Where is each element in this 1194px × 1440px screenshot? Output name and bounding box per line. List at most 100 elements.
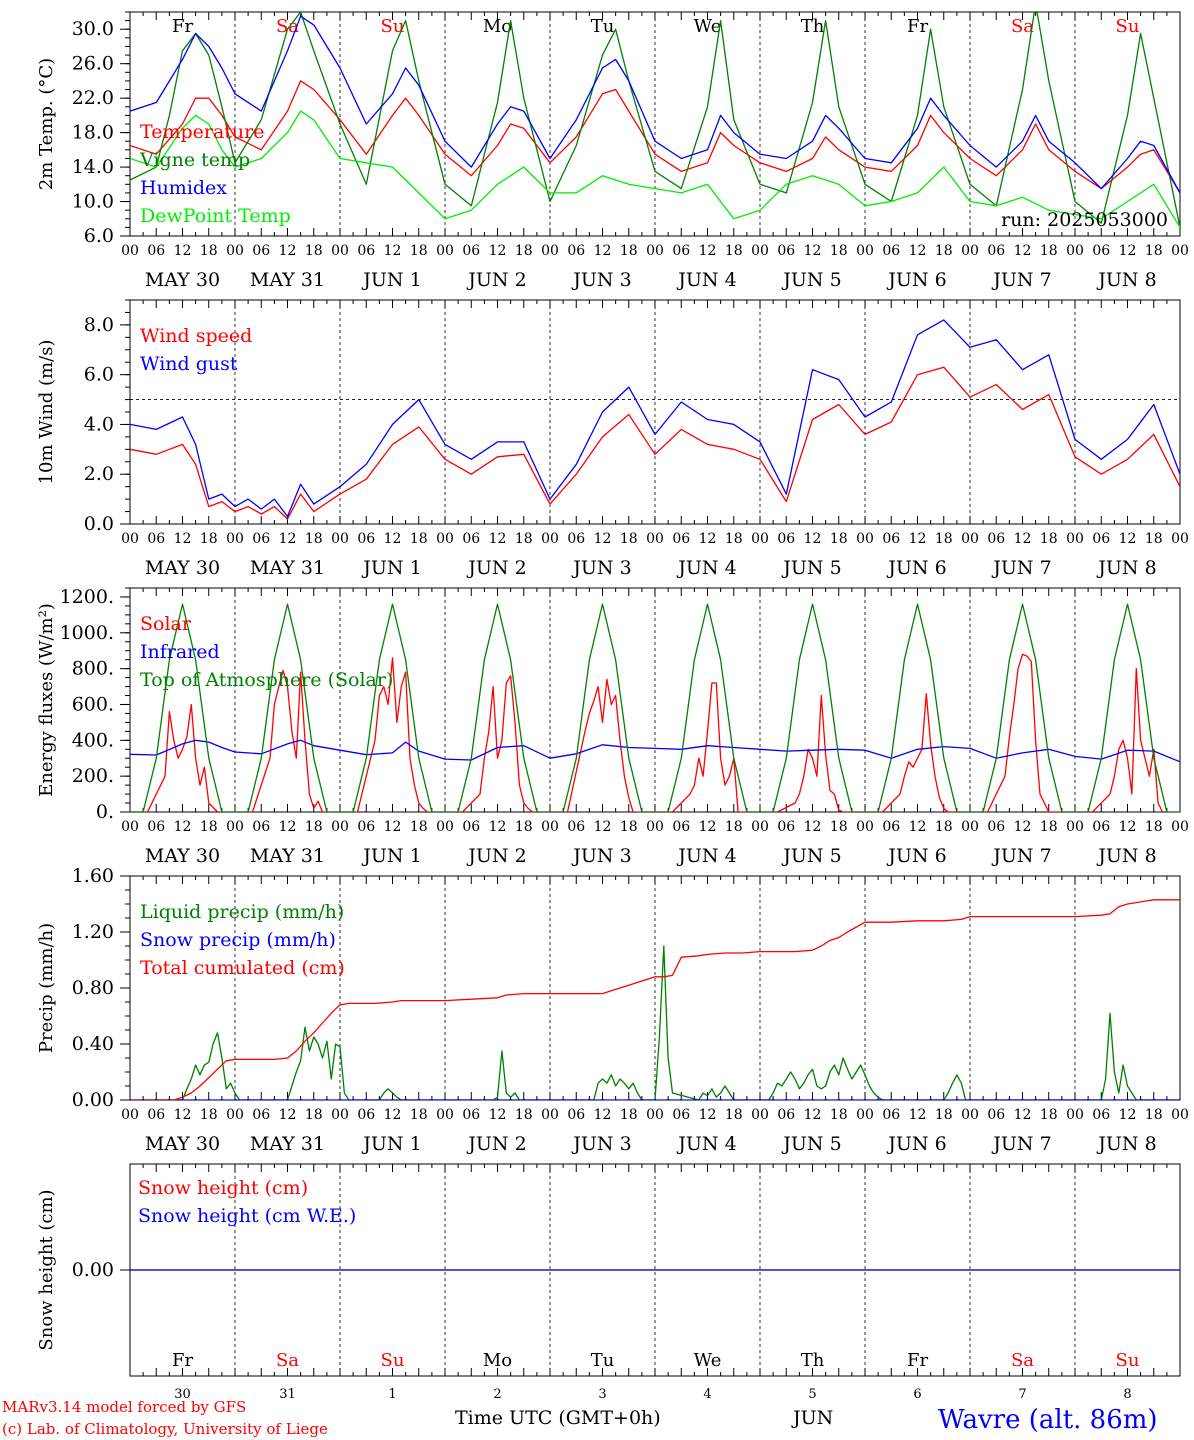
date-label: MAY 31 <box>250 269 325 291</box>
hour-tick-label: 12 <box>1014 1107 1032 1123</box>
date-label: JUN 8 <box>1096 269 1156 291</box>
date-label: JUN 2 <box>466 845 526 867</box>
snow-precip-point <box>798 1098 801 1100</box>
hour-tick-label: 18 <box>515 819 533 835</box>
hour-tick-label: 00 <box>436 1107 454 1123</box>
hour-tick-label: 06 <box>882 819 900 835</box>
snow-precip-point <box>1073 1098 1077 1100</box>
panel-2: 0.0 2.0 4.0 6.0 8.0 10m Wind (m/s) 00 06 12 18 MAY… <box>36 299 1189 579</box>
hour-tick-label: 00 <box>646 243 664 259</box>
snow-precip-point <box>824 1098 827 1100</box>
hour-tick-label: 18 <box>1040 1107 1058 1123</box>
date-label: JUN 7 <box>991 269 1051 291</box>
hour-tick-label: 06 <box>147 819 165 835</box>
hour-tick-label: 06 <box>987 243 1005 259</box>
hour-tick-label: 18 <box>515 531 533 547</box>
date-label: JUN 6 <box>886 845 946 867</box>
legend-entry: Temperature <box>140 121 264 143</box>
y-tick-label: 6.0 <box>84 364 114 386</box>
hour-tick-label: 00 <box>961 819 979 835</box>
date-label: JUN 7 <box>991 1133 1051 1155</box>
snow-precip-point <box>929 1098 932 1100</box>
date-label: JUN 4 <box>676 845 736 867</box>
hour-tick-label: 12 <box>1014 819 1032 835</box>
day-number-label: 31 <box>279 1387 296 1402</box>
snow-precip-point <box>680 1098 683 1100</box>
snow-precip-point <box>168 1098 171 1100</box>
hour-tick-label: 06 <box>882 243 900 259</box>
snow-precip-point <box>614 1098 617 1100</box>
legend-entry: Liquid precip (mm/h) <box>140 901 344 923</box>
hour-tick-label: 06 <box>567 531 585 547</box>
date-label: JUN 3 <box>571 845 631 867</box>
snow-precip-point <box>260 1098 263 1100</box>
weekday-label: Tu <box>591 16 615 37</box>
series-group <box>130 603 1180 812</box>
panel-3: 0. 200. 400. 600. 800. 1000. 1200.Energy fluxe… <box>36 586 1189 867</box>
snow-precip-point <box>299 1098 302 1100</box>
hour-tick-label: 18 <box>200 243 218 259</box>
snow-precip-point <box>1126 1098 1129 1100</box>
snow-precip-point <box>1086 1098 1090 1100</box>
snow-precip-point <box>351 1098 355 1100</box>
hour-tick-label: 12 <box>1119 531 1137 547</box>
hour-tick-label: 06 <box>987 1107 1005 1123</box>
hour-tick-label: 18 <box>620 243 638 259</box>
hour-tick-label: 18 <box>305 243 323 259</box>
snow-precip-point <box>194 1098 197 1100</box>
hour-tick-label: 18 <box>935 243 953 259</box>
snow-precip-point <box>1060 1098 1064 1100</box>
hour-tick-label: 12 <box>279 1107 297 1123</box>
date-label: JUN 1 <box>361 269 421 291</box>
snow-precip-point <box>995 1098 998 1100</box>
hour-tick-label: 00 <box>646 531 664 547</box>
hour-tick-label: 18 <box>830 243 848 259</box>
hour-tick-label: 00 <box>226 243 244 259</box>
panel-4: 0.00 0.40 0.80 1.20 1.60 Precip (mm/h) 00 06 12 1… <box>36 865 1189 1155</box>
series-line-wind-gust <box>130 319 1180 518</box>
hour-tick-label: 06 <box>987 819 1005 835</box>
series-group <box>130 12 1180 228</box>
y-tick-label: 1000. <box>60 622 114 644</box>
snow-precip-point <box>325 1098 329 1100</box>
hour-tick-label: 06 <box>462 1107 480 1123</box>
hour-tick-label: 18 <box>725 1107 743 1123</box>
snow-precip-point <box>627 1098 630 1100</box>
legend-entry: Snow precip (mm/h) <box>140 929 336 951</box>
weekday-label: Sa <box>1011 1350 1034 1371</box>
snow-precip-point <box>456 1098 460 1100</box>
day-number-label: 30 <box>174 1387 191 1402</box>
snow-precip-point <box>1139 1098 1142 1100</box>
weekday-label: Su <box>1116 1350 1140 1371</box>
date-label: MAY 30 <box>145 269 220 291</box>
hour-tick-label: 00 <box>961 531 979 547</box>
hour-tick-label: 06 <box>777 243 795 259</box>
snow-precip-point <box>850 1098 854 1100</box>
hour-tick-label: 18 <box>935 819 953 835</box>
series-line-liquid-precip-mm-h- <box>130 945 1180 1100</box>
snow-precip-point <box>496 1098 499 1100</box>
legend-entry: Humidex <box>140 177 227 199</box>
y-tick-label: 18.0 <box>72 122 114 144</box>
hour-tick-label: 18 <box>1145 243 1163 259</box>
day-number-label: 8 <box>1123 1387 1131 1402</box>
hour-tick-label: 12 <box>699 531 717 547</box>
hour-tick-label: 18 <box>305 531 323 547</box>
panel-5: 0.00 Snow height (cm) Fr Sa Su Mo Tu We Th Fr Sa Su… <box>36 1163 1181 1377</box>
date-label: JUN 3 <box>571 1133 631 1155</box>
snow-precip-point <box>863 1098 867 1100</box>
date-label: JUN 1 <box>361 845 421 867</box>
hour-tick-label: 00 <box>1066 819 1084 835</box>
y-axis-label: Precip (mm/h) <box>36 923 57 1053</box>
hour-tick-label: 00 <box>331 243 349 259</box>
hour-tick-label: 12 <box>1119 1107 1137 1123</box>
hour-tick-label: 12 <box>1119 819 1137 835</box>
hour-tick-label: 00 <box>121 819 139 835</box>
hour-tick-label: 06 <box>672 243 690 259</box>
weekday-label: We <box>694 16 722 37</box>
panel-1: 6.0 10.0 14.0 18.0 22.0 26.0 30.0 2m Temp. (°C)… <box>36 11 1189 291</box>
hour-tick-label: 12 <box>909 819 927 835</box>
hour-tick-label: 12 <box>804 243 822 259</box>
hour-tick-label: 18 <box>410 531 428 547</box>
